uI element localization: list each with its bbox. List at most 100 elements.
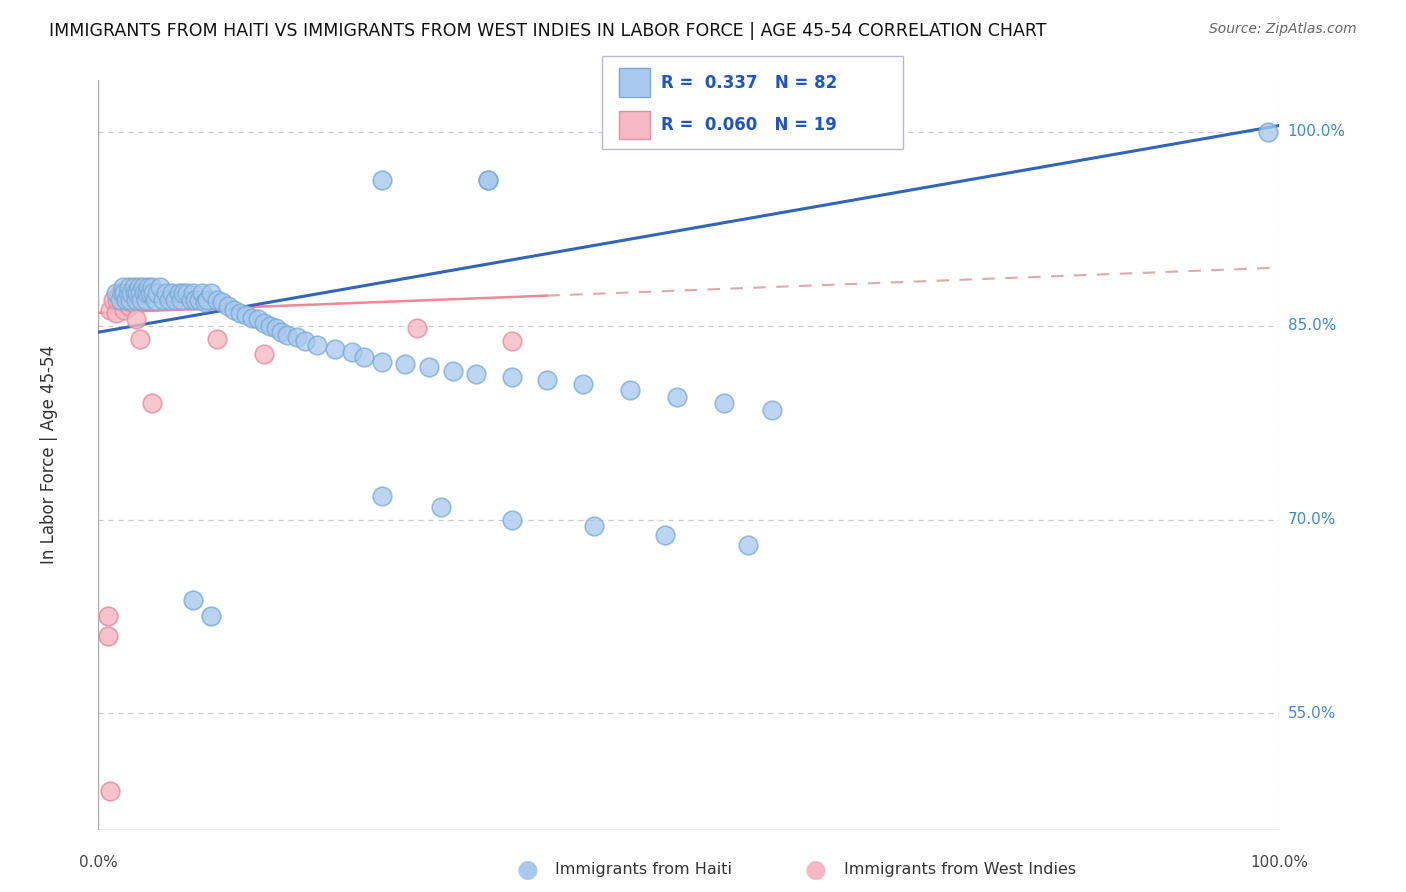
Point: [135, 286, 157, 301]
Point: [160, 286, 183, 301]
Point: [737, 538, 759, 552]
Point: [477, 173, 499, 187]
Point: [353, 350, 375, 364]
Point: [112, 286, 135, 301]
Point: [97, 629, 120, 643]
Point: [285, 330, 308, 344]
Point: [152, 293, 174, 307]
Point: [253, 316, 276, 330]
Point: [120, 293, 142, 307]
Point: [240, 310, 263, 325]
Text: Immigrants from Haiti: Immigrants from Haiti: [555, 863, 733, 877]
Point: [305, 338, 328, 352]
Text: Source: ZipAtlas.com: Source: ZipAtlas.com: [1209, 22, 1357, 37]
Point: [111, 295, 134, 310]
Point: [165, 293, 187, 307]
Point: [194, 295, 217, 310]
Text: 55.0%: 55.0%: [1288, 706, 1336, 721]
Point: [187, 293, 209, 307]
Point: [191, 286, 214, 301]
Point: [118, 280, 141, 294]
Point: [127, 286, 149, 301]
Point: [155, 286, 177, 301]
Point: [441, 364, 464, 378]
Point: [666, 390, 689, 404]
Text: 70.0%: 70.0%: [1288, 512, 1336, 527]
Text: ●: ●: [804, 858, 827, 881]
Point: [149, 280, 172, 294]
Text: 85.0%: 85.0%: [1288, 318, 1336, 334]
Point: [101, 293, 124, 307]
Point: [205, 332, 228, 346]
Point: [217, 299, 239, 313]
Point: [112, 303, 135, 318]
Point: [108, 293, 131, 307]
Point: [430, 500, 453, 514]
Point: [146, 286, 169, 301]
Point: [125, 293, 148, 307]
Point: [97, 609, 120, 624]
Point: [253, 347, 276, 361]
Point: [406, 321, 429, 335]
Point: [121, 295, 143, 310]
Point: [122, 280, 145, 294]
Point: [139, 286, 162, 301]
Point: [143, 293, 166, 307]
Point: [105, 293, 128, 307]
Point: [619, 384, 641, 398]
Point: [235, 309, 257, 323]
Point: [105, 286, 128, 301]
Point: [98, 784, 121, 798]
Point: [465, 367, 488, 381]
Point: [129, 293, 152, 307]
Point: [114, 293, 136, 307]
Point: [180, 293, 202, 307]
Text: R =  0.337   N = 82: R = 0.337 N = 82: [661, 73, 837, 92]
Point: [224, 303, 246, 318]
Point: [246, 312, 269, 326]
Text: Immigrants from West Indies: Immigrants from West Indies: [844, 863, 1076, 877]
Point: [142, 286, 165, 301]
Point: [229, 306, 252, 320]
Point: [117, 293, 139, 307]
Text: ●: ●: [516, 858, 538, 881]
Point: [270, 325, 292, 339]
Point: [259, 318, 281, 333]
Point: [117, 286, 139, 301]
Point: [205, 293, 228, 307]
Point: [141, 280, 163, 294]
Point: [176, 286, 198, 301]
Point: [264, 321, 287, 335]
Point: [1257, 125, 1279, 139]
Point: [105, 306, 128, 320]
Point: [135, 293, 157, 307]
Point: [571, 376, 593, 391]
Point: [713, 396, 735, 410]
Point: [132, 280, 155, 294]
Point: [111, 286, 134, 301]
Point: [394, 358, 416, 372]
Point: [136, 280, 159, 294]
Point: [112, 280, 135, 294]
Point: [761, 402, 783, 417]
Point: [276, 327, 298, 342]
Point: [211, 295, 233, 310]
Text: R =  0.060   N = 19: R = 0.060 N = 19: [661, 116, 837, 134]
Point: [371, 489, 394, 503]
Point: [181, 592, 204, 607]
Point: [118, 299, 141, 313]
Point: [157, 293, 180, 307]
Point: [128, 332, 150, 346]
Text: IMMIGRANTS FROM HAITI VS IMMIGRANTS FROM WEST INDIES IN LABOR FORCE | AGE 45-54 : IMMIGRANTS FROM HAITI VS IMMIGRANTS FROM…: [49, 22, 1046, 40]
Point: [184, 293, 207, 307]
Point: [141, 396, 163, 410]
Point: [501, 334, 523, 349]
Point: [371, 173, 394, 187]
Point: [125, 312, 148, 326]
Point: [536, 373, 558, 387]
Point: [501, 512, 523, 526]
Point: [654, 528, 676, 542]
Point: [195, 293, 218, 307]
Text: 100.0%: 100.0%: [1250, 855, 1309, 870]
Point: [108, 286, 131, 301]
